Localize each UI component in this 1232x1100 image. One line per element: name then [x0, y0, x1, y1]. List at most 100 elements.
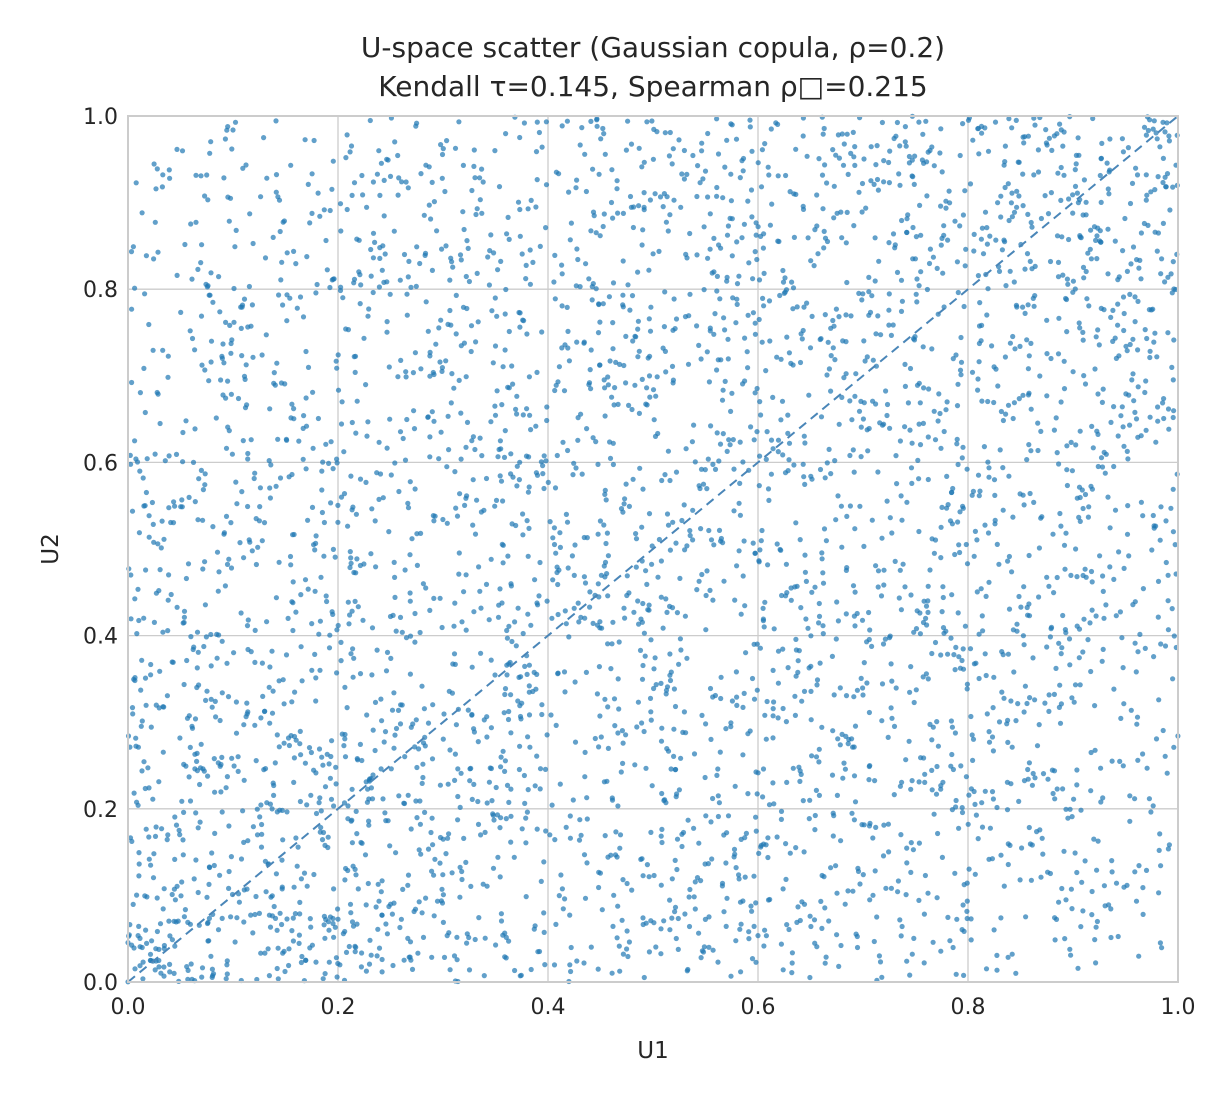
scatter-point — [896, 595, 902, 601]
scatter-point — [244, 623, 251, 629]
scatter-point — [217, 309, 223, 315]
scatter-point — [1089, 607, 1095, 613]
scatter-point — [527, 247, 533, 253]
scatter-point — [824, 372, 830, 378]
scatter-point — [587, 604, 593, 610]
scatter-point — [979, 130, 985, 136]
scatter-point — [715, 793, 721, 799]
scatter-point — [635, 318, 642, 324]
scatter-point — [632, 382, 638, 388]
scatter-point — [667, 677, 674, 684]
scatter-point — [326, 927, 332, 933]
scatter-point — [870, 835, 876, 841]
scatter-point — [866, 289, 872, 295]
scatter-point — [469, 187, 475, 194]
scatter-point — [991, 399, 997, 406]
scatter-point — [681, 176, 688, 182]
scatter-point — [1002, 143, 1009, 149]
scatter-point — [1009, 744, 1015, 750]
scatter-point — [1143, 172, 1149, 178]
scatter-point — [610, 461, 617, 468]
scatter-point — [493, 784, 499, 791]
scatter-point — [1072, 167, 1078, 173]
scatter-point — [633, 536, 640, 542]
scatter-point — [765, 164, 771, 170]
scatter-point — [369, 506, 375, 512]
scatter-point — [303, 957, 309, 964]
scatter-point — [722, 378, 728, 384]
scatter-point — [534, 369, 540, 375]
scatter-point — [206, 378, 212, 384]
scatter-point — [1073, 161, 1079, 167]
scatter-point — [571, 605, 577, 611]
scatter-point — [535, 602, 541, 608]
scatter-point — [355, 886, 361, 892]
scatter-point — [707, 325, 713, 331]
scatter-point — [458, 410, 464, 416]
scatter-point — [1025, 302, 1031, 308]
scatter-point — [725, 813, 732, 819]
scatter-point — [251, 475, 257, 482]
scatter-point — [945, 651, 951, 657]
scatter-point — [419, 683, 425, 689]
scatter-point — [949, 592, 955, 598]
scatter-point — [1146, 307, 1152, 313]
scatter-point — [231, 319, 237, 325]
scatter-point — [611, 402, 617, 408]
scatter-point — [647, 353, 653, 359]
scatter-point — [1031, 172, 1037, 178]
scatter-point — [334, 365, 340, 371]
scatter-point — [1151, 523, 1157, 529]
scatter-point — [806, 816, 812, 822]
scatter-point — [261, 520, 268, 526]
scatter-point — [429, 815, 435, 821]
scatter-point — [353, 570, 359, 576]
scatter-point — [959, 805, 965, 811]
scatter-point — [994, 541, 1000, 548]
scatter-point — [151, 619, 157, 626]
scatter-point — [692, 906, 698, 912]
scatter-point — [547, 519, 553, 525]
scatter-point — [144, 940, 150, 947]
scatter-point — [923, 615, 929, 622]
scatter-point — [541, 929, 547, 936]
scatter-point — [671, 197, 677, 203]
scatter-point — [349, 507, 355, 513]
scatter-point — [620, 509, 626, 515]
scatter-point — [553, 550, 559, 556]
scatter-point — [515, 199, 522, 205]
scatter-point — [597, 233, 603, 239]
scatter-point — [845, 171, 851, 177]
scatter-point — [1012, 346, 1018, 352]
scatter-point — [1102, 903, 1108, 909]
scatter-point — [146, 785, 152, 791]
scatter-point — [1163, 518, 1169, 524]
scatter-point — [610, 619, 616, 625]
scatter-point — [763, 933, 770, 939]
scatter-point — [686, 923, 693, 930]
scatter-point — [929, 650, 935, 657]
scatter-point — [396, 793, 402, 799]
scatter-point — [1005, 558, 1011, 564]
scatter-point — [289, 928, 295, 934]
scatter-point — [319, 837, 326, 843]
scatter-point — [959, 809, 966, 816]
scatter-point — [429, 756, 436, 762]
scatter-point — [874, 914, 880, 920]
scatter-point — [979, 398, 985, 404]
scatter-point — [795, 658, 801, 664]
scatter-point — [284, 916, 290, 922]
scatter-point — [718, 245, 724, 251]
scatter-point — [999, 649, 1005, 655]
scatter-point — [831, 692, 837, 698]
scatter-point — [338, 639, 344, 646]
scatter-point — [833, 152, 839, 158]
scatter-point — [516, 477, 523, 483]
scatter-point — [669, 915, 675, 921]
scatter-point — [235, 395, 242, 402]
scatter-point — [678, 755, 684, 761]
scatter-point — [611, 696, 618, 702]
scatter-point — [414, 815, 420, 821]
scatter-point — [426, 202, 432, 208]
scatter-point — [646, 607, 652, 613]
